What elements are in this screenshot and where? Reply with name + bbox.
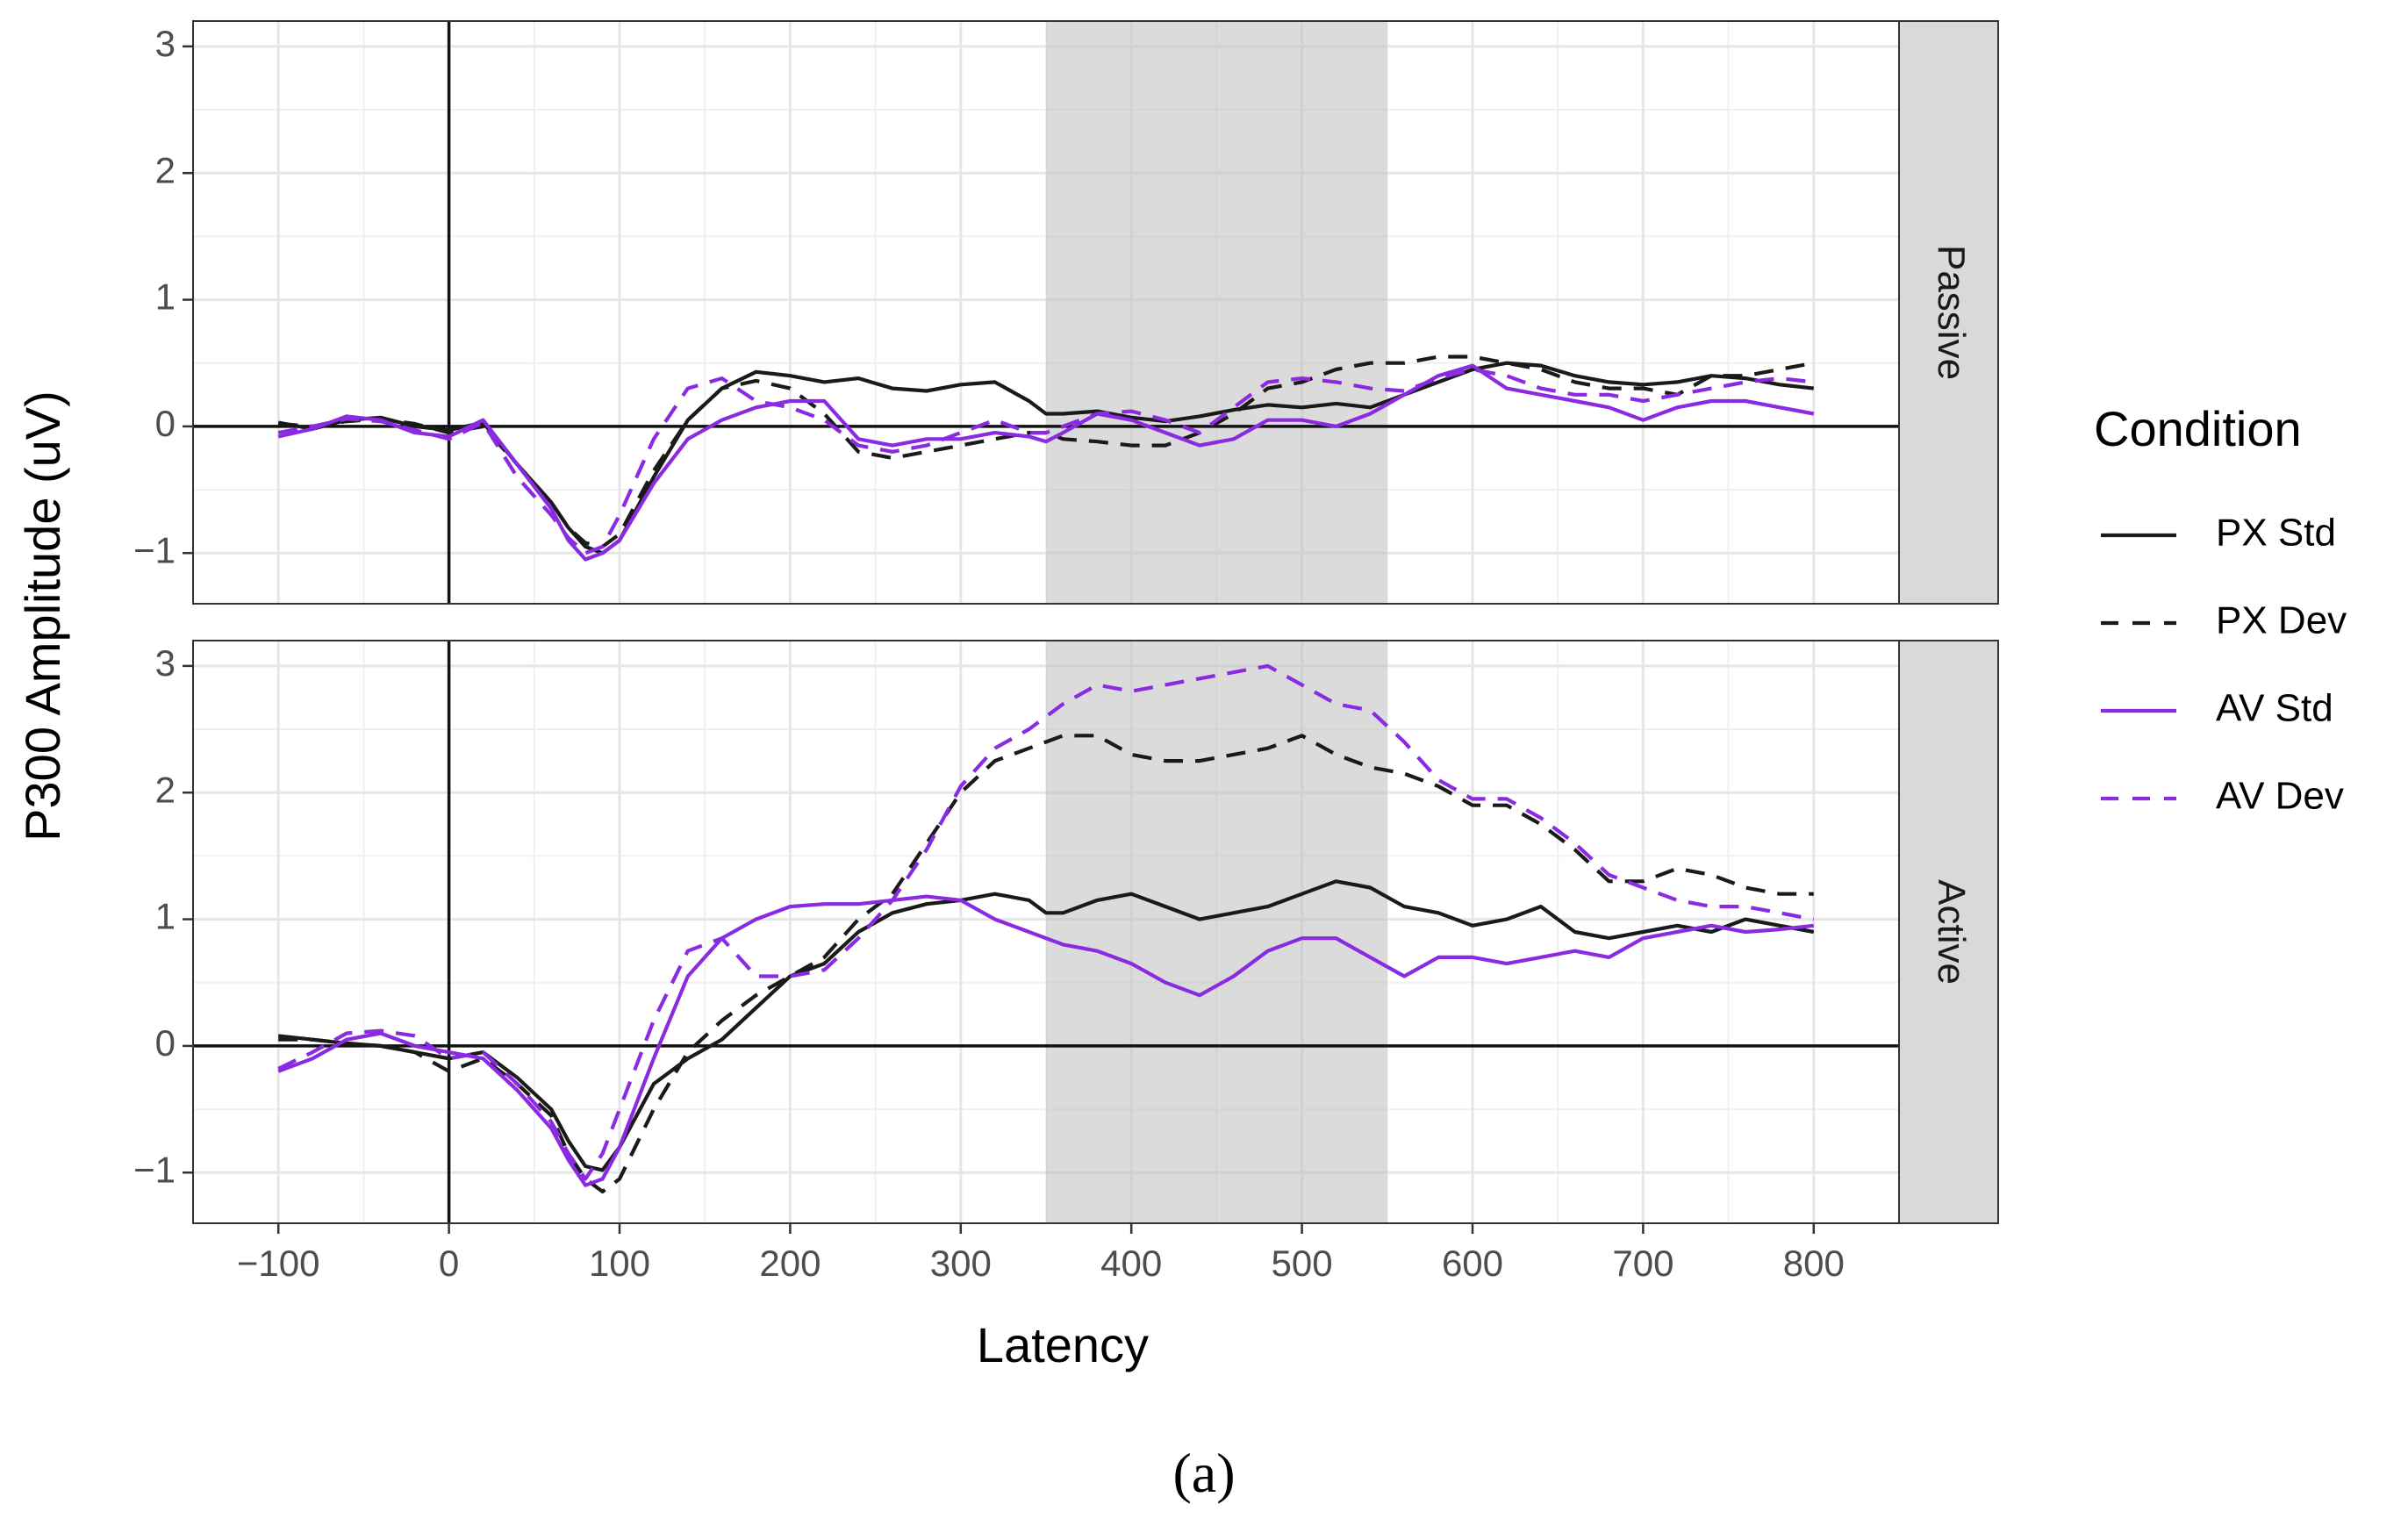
y-tick-label: 0	[155, 1022, 176, 1064]
legend: Condition PX Std PX Dev AV Std AV Dev	[2094, 401, 2347, 818]
legend-label: AV Dev	[2216, 775, 2344, 818]
x-tick-label: 800	[1783, 1243, 1845, 1284]
shaded-window	[1046, 641, 1387, 1223]
figure-caption: (a)	[1172, 1442, 1235, 1504]
legend-label: AV Std	[2216, 687, 2333, 730]
legend-label: PX Std	[2216, 512, 2336, 555]
x-tick-label: 600	[1442, 1243, 1503, 1284]
series-line-px-std	[277, 879, 1815, 1172]
series-line-px-std	[277, 361, 1815, 555]
x-tick-label: 400	[1100, 1243, 1162, 1284]
x-tick-label: 0	[439, 1243, 459, 1284]
y-tick-label: 3	[155, 23, 176, 64]
x-tick-label: 700	[1612, 1243, 1673, 1284]
y-tick-label: 0	[155, 403, 176, 444]
series-line-px-dev	[278, 734, 1814, 1193]
y-axis-title: P300 Amplitude (uV)	[15, 390, 70, 842]
series-line-px-dev	[278, 355, 1815, 549]
x-tick-label: −100	[237, 1243, 320, 1284]
shaded-window	[1046, 21, 1387, 604]
panel-passive: Passive −1 0 1 2 3	[133, 20, 1999, 605]
y-tick-label: −1	[133, 529, 176, 570]
y-tick-label: −1	[133, 1149, 176, 1190]
series-line-av-std	[277, 894, 1815, 1187]
strip-background	[1898, 640, 1999, 1224]
legend-title: Condition	[2094, 401, 2302, 456]
strip-label-passive: Passive	[1930, 245, 1973, 380]
x-tick-label: 500	[1272, 1243, 1333, 1284]
legend-items: PX Std PX Dev AV Std AV Dev	[2101, 512, 2347, 818]
x-tick-label: 300	[930, 1243, 992, 1284]
y-tick-label: 1	[155, 896, 176, 937]
legend-label: PX Dev	[2216, 599, 2347, 642]
strip-label-active: Active	[1930, 879, 1973, 985]
x-axis-title: Latency	[977, 1317, 1149, 1372]
series-line-av-dev	[277, 663, 1815, 1181]
y-tick-label: 1	[155, 276, 176, 318]
y-tick-label: 2	[155, 769, 176, 810]
series-line-av-dev	[277, 367, 1815, 555]
x-tick-label: 200	[759, 1243, 821, 1284]
strip-background	[1898, 20, 1999, 605]
y-tick-label: 2	[155, 149, 176, 190]
x-tick-label: 100	[589, 1243, 650, 1284]
y-tick-label: 3	[155, 642, 176, 684]
series-line-av-std	[277, 363, 1815, 562]
panel-active: Active −1 0 1 2 3	[133, 640, 1999, 1224]
plot-area: Passive −1 0 1 2 3 Active −1 0 1 2 3 −100 0 100 200 300 4…	[133, 20, 1999, 1284]
